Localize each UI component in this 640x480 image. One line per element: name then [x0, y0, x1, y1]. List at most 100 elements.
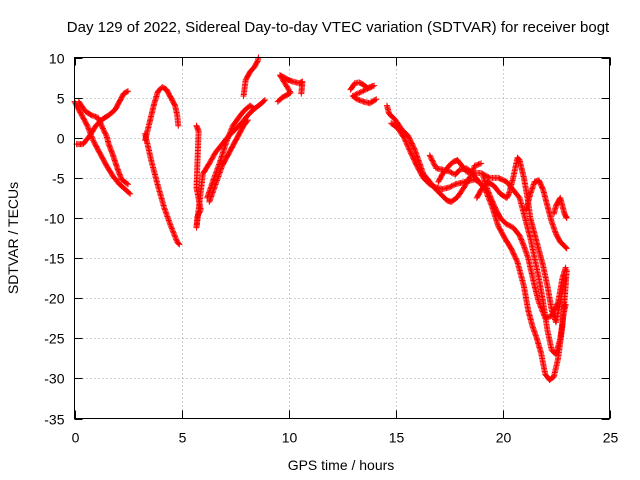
y-tick-label: -30	[44, 371, 64, 387]
data-point	[520, 241, 527, 248]
data-point	[99, 125, 106, 132]
data-point	[175, 122, 182, 129]
data-point	[243, 118, 250, 125]
data-point	[102, 130, 109, 137]
data-point	[428, 181, 435, 188]
data-point	[513, 257, 520, 264]
data-point	[99, 124, 106, 131]
data-point	[175, 240, 182, 247]
data-point	[101, 128, 108, 135]
data-series	[142, 130, 183, 248]
data-point	[372, 96, 379, 103]
data-point	[538, 304, 545, 311]
data-point	[359, 88, 366, 95]
data-point	[562, 264, 569, 271]
data-point	[298, 90, 305, 97]
data-point	[405, 145, 412, 152]
data-series	[347, 79, 380, 107]
data-point	[429, 182, 436, 189]
data-series	[73, 88, 131, 148]
data-point	[519, 239, 526, 246]
data-point	[102, 131, 109, 138]
data-point	[478, 160, 485, 167]
data-point	[540, 309, 547, 316]
data-point	[448, 183, 455, 190]
data-point	[430, 183, 437, 190]
data-series	[142, 84, 182, 144]
data-point	[563, 213, 570, 220]
data-point	[168, 224, 175, 231]
data-point	[364, 85, 371, 92]
data-point	[517, 233, 524, 240]
data-point	[537, 303, 544, 310]
y-tick-label: 5	[57, 91, 65, 107]
data-point	[446, 184, 452, 191]
data-point	[353, 91, 360, 98]
x-tick-label: 10	[282, 430, 298, 446]
data-point	[431, 161, 438, 168]
data-point	[563, 214, 570, 221]
data-point	[516, 232, 523, 239]
data-point	[428, 154, 435, 161]
data-point	[172, 235, 179, 241]
data-point	[176, 241, 183, 248]
data-series	[426, 152, 569, 358]
data-point	[223, 137, 230, 144]
data-point	[426, 181, 433, 188]
data-point	[360, 87, 367, 94]
x-axis-label: GPS time / hours	[288, 457, 395, 473]
data-point	[401, 136, 408, 143]
data-point	[506, 222, 513, 229]
data-point	[411, 145, 418, 152]
data-point	[405, 143, 412, 150]
data-point	[485, 189, 492, 196]
data-series	[204, 102, 258, 201]
data-point	[406, 146, 413, 153]
data-point	[448, 169, 455, 176]
data-point	[562, 244, 569, 251]
data-point	[125, 88, 131, 95]
x-tick-label: 15	[389, 430, 405, 446]
data-point	[369, 83, 376, 90]
data-point	[503, 221, 510, 228]
data-point	[261, 97, 268, 104]
data-point	[368, 83, 375, 90]
plot-frame	[74, 57, 610, 419]
data-point	[123, 88, 130, 95]
data-point	[539, 307, 546, 314]
data-point	[488, 195, 495, 202]
y-axis-label: SDTVAR / TECUs	[5, 182, 21, 294]
data-point	[365, 85, 372, 92]
data-point	[123, 180, 130, 187]
data-point	[225, 134, 232, 141]
data-point	[428, 156, 435, 163]
data-point	[507, 223, 514, 230]
data-point	[89, 136, 96, 143]
data-point	[400, 133, 407, 140]
data-series	[388, 120, 484, 193]
data-series	[473, 154, 568, 326]
data-point	[244, 117, 251, 124]
data-point	[536, 300, 543, 307]
y-tick-label: -20	[44, 291, 64, 307]
data-point	[227, 129, 234, 136]
data-point	[447, 183, 454, 190]
x-tick-label: 5	[179, 430, 187, 446]
data-point	[85, 125, 92, 132]
data-point	[173, 236, 180, 243]
data-point	[430, 160, 437, 167]
data-point	[169, 226, 176, 233]
data-point	[167, 222, 174, 229]
data-series	[193, 97, 268, 231]
data-point	[426, 152, 433, 159]
data-point	[84, 122, 91, 129]
x-tick-label: 0	[72, 430, 80, 446]
data-point	[169, 228, 176, 235]
data-point	[536, 301, 543, 308]
data-point	[100, 126, 107, 133]
y-tick-label: -5	[52, 171, 65, 187]
data-series	[550, 194, 570, 221]
data-point	[168, 225, 175, 232]
data-point	[403, 141, 410, 148]
